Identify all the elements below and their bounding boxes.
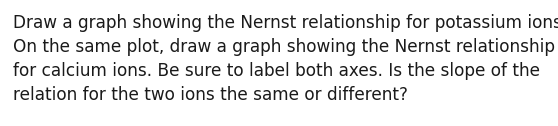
Text: Draw a graph showing the Nernst relationship for potassium ions.
On the same plo: Draw a graph showing the Nernst relation… <box>13 14 558 104</box>
